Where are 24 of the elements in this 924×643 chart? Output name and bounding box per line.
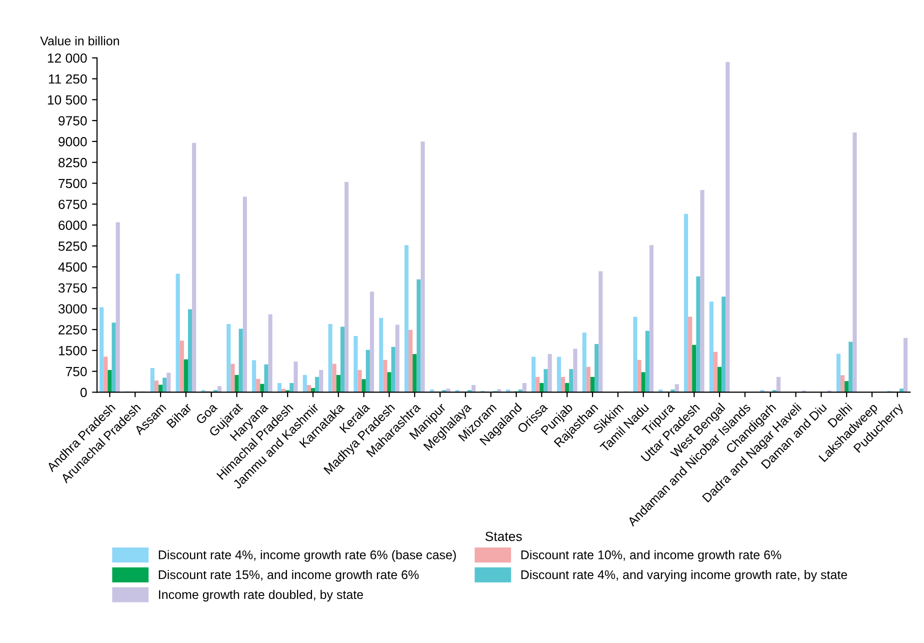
- y-tick-label: 12 000: [48, 53, 87, 63]
- y-tick-label: 9750: [58, 116, 87, 126]
- legend-label: Discount rate 4%, income growth rate 6% (base case): [158, 550, 456, 562]
- y-tick-label: 11 250: [48, 74, 87, 84]
- y-tick-label: 3750: [58, 283, 87, 293]
- y-tick-label: 3000: [58, 304, 87, 314]
- x-axis-title: States: [485, 532, 522, 542]
- legend-label: Discount rate 10%, and income growth rate 6%: [521, 550, 782, 562]
- y-tick-label: 0: [80, 388, 87, 398]
- y-tick-label: 8250: [58, 158, 87, 168]
- y-tick-label: 6000: [58, 220, 87, 230]
- y-tick-label: 2250: [58, 325, 87, 334]
- y-tick-label: 6750: [58, 200, 87, 210]
- y-tick-label: 5250: [58, 242, 87, 251]
- legend-label: Discount rate 15%, and income growth rate 6%: [158, 570, 419, 582]
- y-tick-label: 10 500: [48, 95, 87, 105]
- y-tick-label: 1500: [58, 346, 87, 356]
- y-tick-label: 7500: [58, 178, 87, 188]
- y-tick-label: 4500: [58, 262, 87, 272]
- y-tick-label: 9000: [58, 137, 87, 146]
- legend-label: Discount rate 4%, and varying income growth rate, by state: [521, 570, 848, 582]
- y-tick-label: 750: [66, 366, 87, 376]
- legend-label: Income growth rate doubled, by state: [159, 590, 364, 602]
- y-axis-title: Value in billion: [40, 36, 119, 46]
